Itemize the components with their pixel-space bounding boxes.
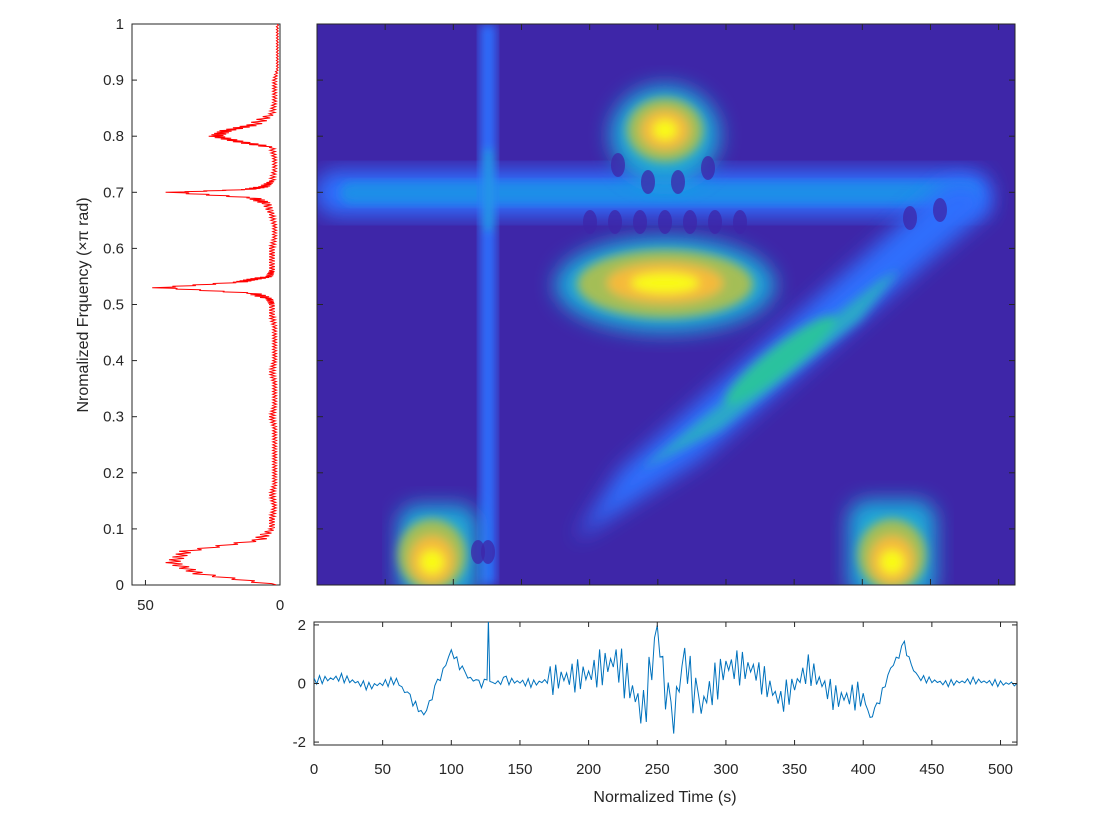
spectrum-axes-box	[131, 23, 281, 586]
burst-0.8-core	[627, 98, 703, 162]
interference-spot	[708, 210, 722, 234]
spec-ytick-label: 0.8	[103, 128, 124, 145]
burst-0.53-core	[577, 250, 753, 318]
time-xtick-label: 150	[507, 761, 532, 778]
time-xtick-label: 50	[374, 761, 391, 778]
time-ytick-label: -2	[293, 734, 306, 751]
tf-ticks	[316, 23, 1015, 586]
interference-spot	[683, 210, 697, 234]
interference-spot	[583, 210, 597, 234]
interference-spot	[481, 540, 495, 564]
interference-spot	[701, 156, 715, 180]
spec-ytick-label: 0.7	[103, 184, 124, 201]
spec-ytick-label: 0.6	[103, 240, 124, 257]
low-burst-2-core	[858, 519, 926, 585]
interference-spot	[933, 198, 947, 222]
spec-ytick-label: 0.5	[103, 297, 124, 314]
time-xtick-label: 300	[713, 761, 738, 778]
interference-spot	[658, 210, 672, 234]
spec-xtick-label: 50	[137, 597, 154, 614]
interference-spot	[633, 210, 647, 234]
chirp-core	[640, 270, 900, 470]
tf-heatmap	[317, 24, 990, 585]
spec-ytick-label: 0.3	[103, 409, 124, 426]
interference-spot	[641, 170, 655, 194]
spec-ytick-label: 0.4	[103, 353, 124, 370]
spec-ytick-label: 1	[116, 16, 124, 33]
time-xtick-label: 200	[576, 761, 601, 778]
time-xtick-label: 0	[310, 761, 318, 778]
spec-ytick-label: 0.2	[103, 465, 124, 482]
interference-spot	[671, 170, 685, 194]
spectrum-line	[152, 24, 280, 585]
time-axes-box	[313, 621, 1018, 746]
interference-spot	[611, 153, 625, 177]
spectrum-y-axis-label: Nromalized Frquency (×π rad)	[75, 197, 92, 412]
spectrum-panel: 0 0.1 0.2 0.3 0.4 0.5 0.6 0.7 0.8 0.9 1 50 0 Nromali…	[75, 16, 284, 614]
time-signal-panel: 0 50 100 150 200 250 300 350 400 450 500-202 Norma…	[293, 617, 1018, 806]
time-xtick-label: 250	[645, 761, 670, 778]
time-xtick-label: 450	[919, 761, 944, 778]
time-xtick-label: 350	[782, 761, 807, 778]
time-xtick-label: 400	[851, 761, 876, 778]
spec-xtick-label: 0	[276, 597, 284, 614]
interference-spot	[608, 210, 622, 234]
time-x-axis-label: Normalized Time (s)	[593, 789, 736, 806]
time-ytick-label: 2	[298, 617, 306, 634]
time-ytick-label: 0	[298, 676, 306, 693]
time-xtick-label: 500	[988, 761, 1013, 778]
interference-spot	[471, 540, 485, 564]
spec-ytick-label: 0.1	[103, 521, 124, 538]
low-burst-1-core	[398, 519, 466, 585]
impulse-line	[480, 24, 496, 585]
spec-ytick-label: 0	[116, 577, 124, 594]
time-xtick-label: 100	[439, 761, 464, 778]
spec-ytick-label: 0.9	[103, 72, 124, 89]
time-ticks: 0 50 100 150 200 250 300 350 400 450 500-202	[293, 617, 1017, 778]
interference-spot	[733, 210, 747, 234]
spectrum-ticks: 0 0.1 0.2 0.3 0.4 0.5 0.6 0.7 0.8 0.9 1 50 0	[103, 16, 284, 614]
time-signal-line	[314, 622, 1017, 734]
interference-spot	[903, 206, 917, 230]
interference-spots	[471, 153, 947, 564]
time-frequency-panel	[316, 23, 1016, 586]
tone-0.7-core	[340, 182, 980, 204]
